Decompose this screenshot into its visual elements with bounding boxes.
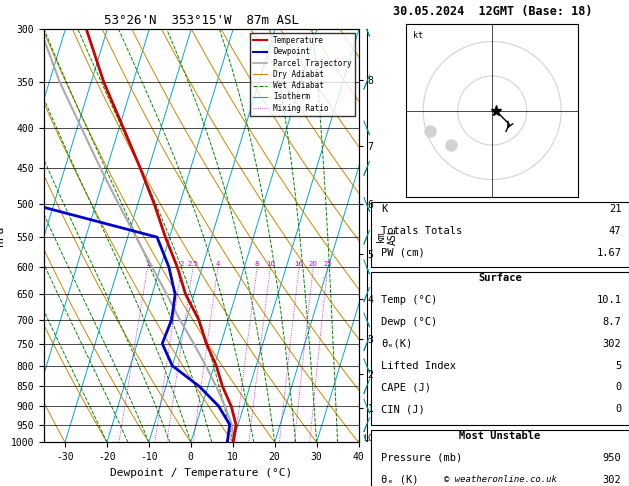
Y-axis label: hPa: hPa	[0, 226, 5, 246]
Text: CAPE (J): CAPE (J)	[381, 382, 431, 393]
Text: 1: 1	[145, 261, 150, 267]
Text: 950: 950	[603, 453, 621, 463]
Text: 2.5: 2.5	[187, 261, 199, 267]
Text: Pressure (mb): Pressure (mb)	[381, 453, 463, 463]
Text: CIN (J): CIN (J)	[381, 404, 425, 415]
Text: 4: 4	[216, 261, 220, 267]
Text: 1.67: 1.67	[596, 248, 621, 258]
Text: Totals Totals: Totals Totals	[381, 226, 463, 236]
Text: 21: 21	[609, 204, 621, 214]
Text: Surface: Surface	[478, 273, 522, 283]
Text: 0: 0	[615, 404, 621, 415]
Text: 16: 16	[295, 261, 304, 267]
Bar	[371, 430, 629, 486]
Text: kt: kt	[413, 31, 423, 40]
X-axis label: Dewpoint / Temperature (°C): Dewpoint / Temperature (°C)	[110, 468, 292, 478]
Text: LCL: LCL	[363, 434, 377, 443]
Text: 47: 47	[609, 226, 621, 236]
Text: 302: 302	[603, 339, 621, 349]
Text: 2: 2	[179, 261, 184, 267]
Text: Dewp (°C): Dewp (°C)	[381, 317, 438, 327]
Text: 302: 302	[603, 475, 621, 485]
Text: Lifted Index: Lifted Index	[381, 361, 457, 371]
Text: Temp (°C): Temp (°C)	[381, 295, 438, 305]
Text: 25: 25	[323, 261, 332, 267]
Text: θₑ(K): θₑ(K)	[381, 339, 413, 349]
Text: 8: 8	[255, 261, 260, 267]
Text: © weatheronline.co.uk: © weatheronline.co.uk	[443, 474, 557, 484]
Text: θₑ (K): θₑ (K)	[381, 475, 419, 485]
Legend: Temperature, Dewpoint, Parcel Trajectory, Dry Adiabat, Wet Adiabat, Isotherm, Mi: Temperature, Dewpoint, Parcel Trajectory…	[250, 33, 355, 116]
Text: 10.1: 10.1	[596, 295, 621, 305]
Y-axis label: km
ASL: km ASL	[376, 227, 398, 244]
Text: Most Unstable: Most Unstable	[459, 431, 541, 441]
Title: 53°26'N  353°15'W  87m ASL: 53°26'N 353°15'W 87m ASL	[104, 14, 299, 27]
Bar	[371, 202, 629, 267]
Text: 8.7: 8.7	[603, 317, 621, 327]
Text: K: K	[381, 204, 387, 214]
Text: 10: 10	[266, 261, 275, 267]
Text: 0: 0	[615, 382, 621, 393]
Text: 20: 20	[309, 261, 318, 267]
Text: 5: 5	[615, 361, 621, 371]
Text: 30.05.2024  12GMT (Base: 18): 30.05.2024 12GMT (Base: 18)	[392, 5, 592, 18]
Text: PW (cm): PW (cm)	[381, 248, 425, 258]
Bar	[371, 272, 629, 425]
